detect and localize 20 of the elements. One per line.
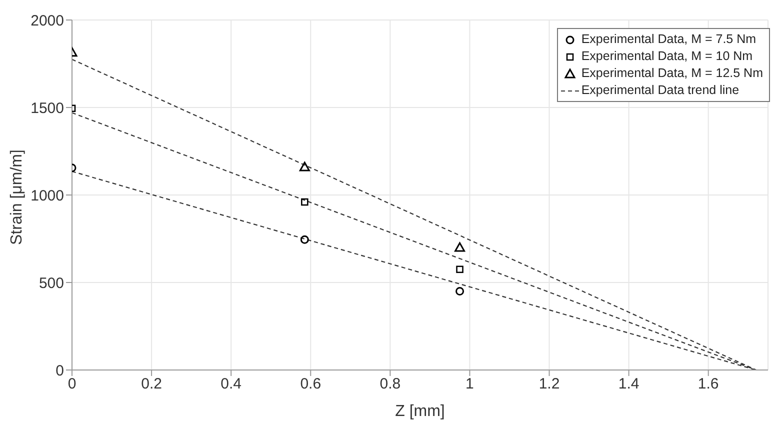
x-tick-label: 0.4 xyxy=(220,376,242,393)
x-tick-label: 0.8 xyxy=(380,376,401,393)
x-tick-label: 1 xyxy=(466,376,474,393)
legend-label: Experimental Data, M = 12.5 Nm xyxy=(581,65,763,82)
y-axis-title: Strain [μm/m] xyxy=(8,150,26,245)
legend-label: Experimental Data, M = 7.5 Nm xyxy=(581,31,756,48)
x-axis-title: Z [mm] xyxy=(395,403,445,420)
y-tick-label: 2000 xyxy=(30,12,64,30)
x-tick-label: 0.6 xyxy=(300,376,322,393)
y-tick-label: 1500 xyxy=(30,100,64,117)
y-tick-label: 1000 xyxy=(30,187,64,204)
legend-label: Experimental Data trend line xyxy=(581,82,740,99)
x-tick-label: 1.4 xyxy=(618,376,640,393)
x-tick-label: 0 xyxy=(68,376,76,393)
y-tick-label: 0 xyxy=(56,362,64,380)
x-tick-label: 1.2 xyxy=(538,376,560,393)
legend-label: Experimental Data, M = 10 Nm xyxy=(581,48,753,65)
x-tick-label: 0.2 xyxy=(141,376,162,393)
y-tick-label: 500 xyxy=(38,274,64,292)
x-tick-label: 1.6 xyxy=(698,376,719,393)
